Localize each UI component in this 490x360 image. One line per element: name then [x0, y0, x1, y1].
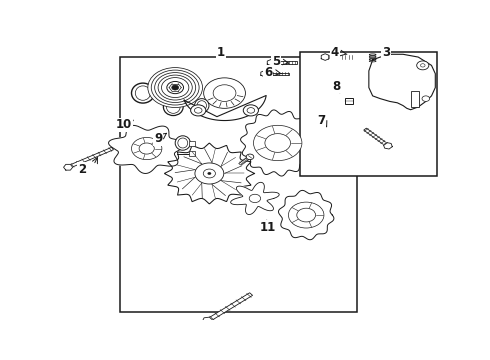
Polygon shape — [165, 143, 254, 204]
Text: 4: 4 — [331, 46, 339, 59]
Text: 6: 6 — [264, 66, 272, 79]
Polygon shape — [261, 71, 268, 77]
Circle shape — [139, 143, 154, 154]
Circle shape — [289, 202, 324, 228]
Ellipse shape — [135, 86, 150, 100]
Circle shape — [155, 73, 196, 103]
Polygon shape — [202, 317, 213, 324]
Circle shape — [172, 85, 178, 90]
Polygon shape — [278, 190, 334, 240]
Circle shape — [265, 134, 291, 152]
Polygon shape — [64, 165, 73, 170]
Polygon shape — [231, 182, 279, 215]
Text: 5: 5 — [271, 55, 280, 68]
Circle shape — [158, 75, 192, 100]
Bar — [189, 151, 196, 156]
Text: 9: 9 — [154, 132, 162, 145]
Ellipse shape — [197, 101, 206, 111]
Text: 2: 2 — [78, 163, 86, 176]
Text: 3: 3 — [382, 46, 390, 59]
Polygon shape — [364, 128, 389, 147]
Circle shape — [195, 163, 224, 184]
Ellipse shape — [163, 98, 183, 116]
Ellipse shape — [175, 136, 190, 150]
Circle shape — [151, 70, 199, 105]
Circle shape — [131, 138, 162, 159]
Polygon shape — [321, 54, 329, 60]
Polygon shape — [67, 147, 114, 168]
Circle shape — [213, 85, 236, 102]
Circle shape — [191, 105, 206, 116]
Circle shape — [249, 194, 261, 203]
Circle shape — [422, 96, 430, 102]
Circle shape — [246, 154, 254, 159]
Circle shape — [167, 81, 184, 94]
Circle shape — [204, 78, 245, 108]
Circle shape — [297, 208, 316, 222]
Bar — [412, 91, 419, 107]
Polygon shape — [384, 143, 392, 149]
Circle shape — [247, 108, 255, 113]
Polygon shape — [325, 56, 354, 58]
Text: 7: 7 — [318, 114, 325, 127]
Polygon shape — [271, 62, 297, 64]
Text: 8: 8 — [332, 80, 341, 93]
Text: 1: 1 — [217, 46, 225, 59]
Circle shape — [148, 68, 202, 108]
Ellipse shape — [131, 83, 154, 103]
Polygon shape — [206, 293, 252, 322]
Circle shape — [195, 108, 202, 113]
Bar — [300, 51, 437, 176]
Ellipse shape — [167, 100, 180, 113]
Polygon shape — [184, 95, 266, 121]
Ellipse shape — [195, 99, 209, 112]
Circle shape — [420, 64, 425, 67]
Circle shape — [416, 61, 429, 70]
Bar — [189, 141, 196, 146]
Circle shape — [243, 105, 258, 116]
Polygon shape — [241, 110, 315, 176]
Text: 10: 10 — [116, 118, 132, 131]
Text: 11: 11 — [260, 221, 276, 234]
Circle shape — [203, 169, 216, 178]
Bar — [344, 98, 353, 104]
Polygon shape — [265, 73, 289, 75]
Polygon shape — [109, 125, 185, 174]
Circle shape — [253, 125, 302, 161]
Polygon shape — [267, 59, 274, 66]
Polygon shape — [239, 156, 251, 165]
Bar — [120, 57, 358, 312]
Circle shape — [162, 77, 189, 98]
Polygon shape — [369, 54, 435, 110]
Circle shape — [207, 172, 211, 175]
Ellipse shape — [178, 138, 188, 148]
